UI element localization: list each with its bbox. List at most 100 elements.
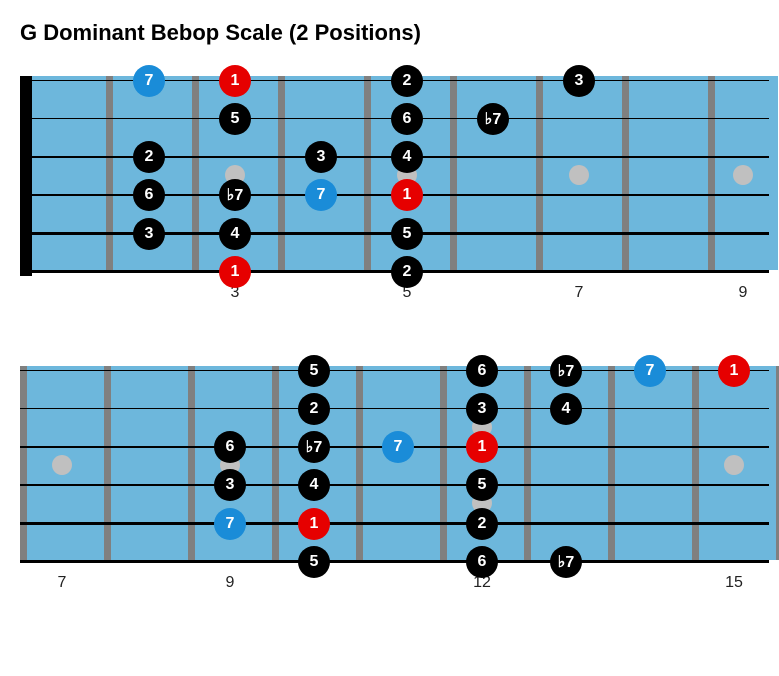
scale-note: 1	[298, 508, 330, 540]
scale-note: 7	[214, 508, 246, 540]
scale-note-label: 3	[226, 476, 235, 494]
scale-note-label: 1	[403, 186, 412, 204]
string-line	[20, 484, 769, 486]
fret-line	[450, 76, 457, 270]
fret-line	[104, 366, 111, 560]
scale-note: 7	[382, 431, 414, 463]
string-line	[20, 408, 769, 409]
scale-note-label: ♭7	[558, 552, 574, 572]
scale-note-label: 7	[145, 72, 154, 90]
scale-note-label: 2	[478, 515, 487, 533]
scale-note-label: 1	[730, 362, 739, 380]
scale-note: 4	[298, 469, 330, 501]
fret-number-label: 7	[575, 284, 584, 302]
fret-inlay	[733, 165, 753, 185]
scale-note: 2	[298, 393, 330, 425]
scale-note-label: ♭7	[306, 437, 322, 457]
fret-line	[608, 366, 615, 560]
page-title: G Dominant Bebop Scale (2 Positions)	[20, 20, 769, 46]
fretboard-bg	[20, 366, 778, 560]
scale-note: 4	[391, 141, 423, 173]
fret-number-label: 9	[739, 284, 748, 302]
scale-note: ♭7	[550, 546, 582, 578]
scale-note: 5	[466, 469, 498, 501]
scale-note-label: 6	[145, 186, 154, 204]
scale-note: 2	[391, 256, 423, 288]
scale-note-label: 4	[231, 225, 240, 243]
scale-note-label: 5	[310, 362, 319, 380]
fret-line	[20, 366, 27, 560]
scale-note-label: 2	[403, 263, 412, 281]
scale-note: 7	[305, 179, 337, 211]
scale-note: 2	[466, 508, 498, 540]
scale-note: 1	[466, 431, 498, 463]
fret-inlay	[52, 455, 72, 475]
scale-note: 4	[219, 218, 251, 250]
scale-note-label: 6	[226, 438, 235, 456]
scale-note: 6	[133, 179, 165, 211]
scale-note: 3	[563, 65, 595, 97]
scale-note: 3	[305, 141, 337, 173]
scale-note: 1	[391, 179, 423, 211]
scale-note-label: 7	[646, 362, 655, 380]
string-line	[20, 522, 769, 525]
fretboard: 712356♭72346♭77134512	[20, 76, 769, 276]
fret-number-label: 7	[58, 574, 67, 592]
scale-note: 3	[466, 393, 498, 425]
scale-note: 3	[133, 218, 165, 250]
fret-line	[356, 366, 363, 560]
scale-note: 6	[466, 546, 498, 578]
scale-note-label: ♭7	[558, 361, 574, 381]
fret-line	[188, 366, 195, 560]
fretboard: 56♭7712346♭77134571256♭7	[20, 366, 769, 566]
scale-note-label: 5	[310, 553, 319, 571]
scale-note-label: 1	[231, 263, 240, 281]
scale-note: 7	[133, 65, 165, 97]
scale-note-label: 4	[403, 148, 412, 166]
scale-note-label: 2	[310, 400, 319, 418]
scale-note: 5	[298, 355, 330, 387]
fret-line	[692, 366, 699, 560]
scale-note-label: 7	[317, 186, 326, 204]
scale-note-label: ♭7	[485, 109, 501, 129]
scale-note-label: 1	[231, 72, 240, 90]
fret-line	[440, 366, 447, 560]
fret-line	[192, 76, 199, 270]
fret-inlay	[724, 455, 744, 475]
scale-note-label: 2	[403, 72, 412, 90]
scale-note-label: 6	[478, 362, 487, 380]
scale-note-label: 5	[231, 110, 240, 128]
scale-note: 2	[391, 65, 423, 97]
scale-note-label: 5	[403, 225, 412, 243]
fretboard-diagram: 56♭7712346♭77134571256♭7791215	[20, 366, 769, 596]
scale-note-label: 4	[562, 400, 571, 418]
scale-note-label: 7	[226, 515, 235, 533]
scale-note-label: 3	[317, 148, 326, 166]
fret-line	[708, 76, 715, 270]
scale-note: 6	[466, 355, 498, 387]
scale-note: 1	[219, 65, 251, 97]
scale-note: ♭7	[219, 179, 251, 211]
scale-note: 4	[550, 393, 582, 425]
scale-note-label: 2	[145, 148, 154, 166]
scale-note: 3	[214, 469, 246, 501]
scale-note-label: 6	[478, 553, 487, 571]
fret-line	[536, 76, 543, 270]
scale-note: 1	[219, 256, 251, 288]
scale-note: ♭7	[550, 355, 582, 387]
fret-line	[622, 76, 629, 270]
scale-note-label: 3	[478, 400, 487, 418]
scale-note-label: 5	[478, 476, 487, 494]
scale-note: 5	[298, 546, 330, 578]
diagrams-container: 712356♭72346♭77134512357956♭7712346♭7713…	[10, 76, 769, 596]
fret-line	[278, 76, 285, 270]
scale-note: 5	[391, 218, 423, 250]
fret-inlay	[569, 165, 589, 185]
scale-note: 6	[391, 103, 423, 135]
fret-line	[106, 76, 113, 270]
fret-line	[364, 76, 371, 270]
fretboard-diagram: 712356♭72346♭771345123579	[20, 76, 769, 306]
scale-note-label: ♭7	[227, 185, 243, 205]
scale-note-label: 1	[310, 515, 319, 533]
scale-note-label: 7	[394, 438, 403, 456]
